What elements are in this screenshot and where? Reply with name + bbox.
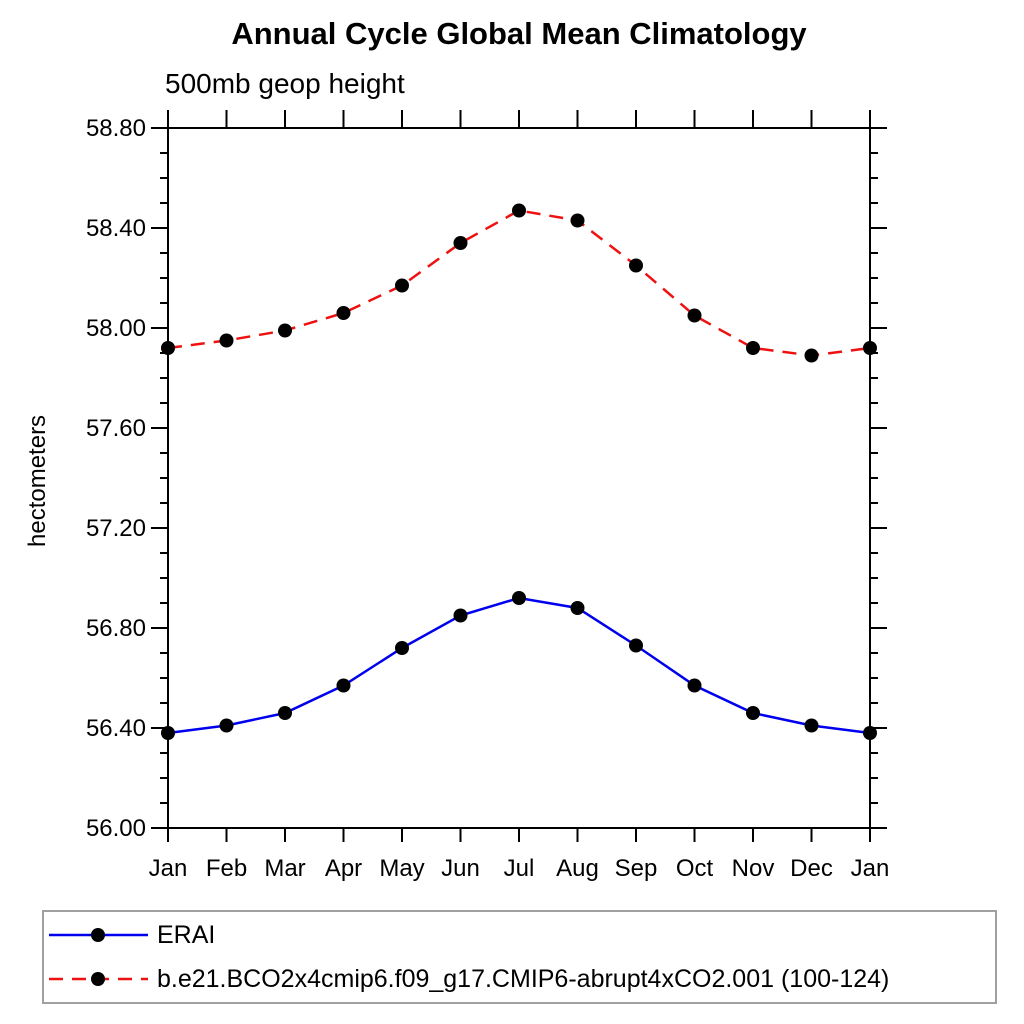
- data-point-marker: [804, 718, 819, 733]
- x-tick-label: May: [379, 855, 424, 882]
- data-point-marker: [570, 601, 585, 615]
- data-point-marker: [395, 641, 409, 655]
- x-tick-label: Feb: [206, 855, 247, 882]
- y-tick-label: 56.80: [86, 615, 146, 642]
- data-point-marker: [863, 726, 877, 740]
- legend-sample-model-line: [49, 972, 148, 986]
- data-point-marker: [804, 348, 819, 363]
- series-model: [161, 203, 877, 363]
- x-tick-label: Jul: [504, 855, 535, 882]
- x-tick-label: Aug: [556, 855, 599, 882]
- data-point-marker: [512, 203, 526, 218]
- legend-label-erai: ERAI: [157, 920, 216, 949]
- y-tick-label: 58.80: [86, 115, 146, 142]
- y-tick-label: 58.00: [86, 315, 146, 342]
- data-point-marker: [512, 591, 526, 605]
- legend-sample-erai-line: [49, 928, 148, 942]
- x-tick-label: Nov: [732, 855, 775, 882]
- data-point-marker: [336, 306, 351, 320]
- y-axis: 56.00 56.40 56.80 57.20 57.60 58.00 58.40 58.80: [86, 115, 887, 842]
- x-tick-label: Dec: [790, 855, 833, 882]
- data-point-marker: [395, 278, 409, 293]
- series-erai: [161, 591, 877, 740]
- data-point-marker: [570, 213, 585, 228]
- data-point-marker: [453, 236, 468, 250]
- series-model-line: [167, 209, 871, 357]
- y-tick-label: 56.40: [86, 715, 146, 742]
- x-tick-label: Apr: [325, 855, 362, 882]
- data-point-marker: [161, 726, 175, 740]
- chart-subtitle: 500mb geop height: [165, 68, 405, 99]
- data-point-marker: [629, 638, 643, 653]
- series-erai-line: [167, 596, 871, 735]
- data-point-marker: [278, 323, 292, 338]
- data-point-marker: [336, 678, 351, 693]
- y-tick-label: 58.40: [86, 215, 146, 242]
- legend-box: ERAI b.e21.BCO2x4cmip6.f09_g17.CMIP6-abr…: [42, 910, 997, 1004]
- x-tick-label: Jun: [441, 855, 480, 882]
- data-point-marker: [219, 333, 234, 348]
- data-point-marker: [629, 258, 643, 273]
- legend-label-model: b.e21.BCO2x4cmip6.f09_g17.CMIP6-abrupt4x…: [157, 964, 890, 993]
- data-point-marker: [746, 341, 760, 355]
- data-point-marker: [863, 341, 877, 355]
- data-point-marker: [687, 308, 702, 323]
- y-tick-label: 57.60: [86, 415, 146, 442]
- chart-title: Annual Cycle Global Mean Climatology: [231, 16, 807, 51]
- legend-item-erai: ERAI: [44, 913, 995, 957]
- x-tick-label: Oct: [676, 855, 714, 882]
- x-tick-label: Jan: [149, 855, 188, 882]
- legend-erai-marker-icon: [91, 928, 105, 942]
- data-point-marker: [219, 718, 234, 733]
- x-tick-label: Jan: [851, 855, 890, 882]
- legend-item-model: b.e21.BCO2x4cmip6.f09_g17.CMIP6-abrupt4x…: [44, 957, 995, 1001]
- y-tick-label: 56.00: [86, 815, 146, 842]
- data-point-marker: [746, 706, 760, 720]
- data-point-marker: [687, 678, 702, 693]
- y-tick-label: 57.20: [86, 515, 146, 542]
- data-point-marker: [161, 341, 175, 355]
- x-tick-label: Sep: [615, 855, 658, 882]
- plot-frame: [167, 127, 871, 829]
- data-point-marker: [278, 706, 292, 720]
- plot-area: 56.00 56.40 56.80 57.20 57.60 58.00 58.40 58.80…: [86, 110, 890, 882]
- data-point-marker: [453, 608, 468, 623]
- x-tick-label: Mar: [264, 855, 305, 882]
- legend-model-marker-icon: [91, 972, 105, 986]
- x-axis: Jan Feb Mar Apr May Jun Jul Aug Sep Oct Nov Dec Jan: [149, 110, 890, 882]
